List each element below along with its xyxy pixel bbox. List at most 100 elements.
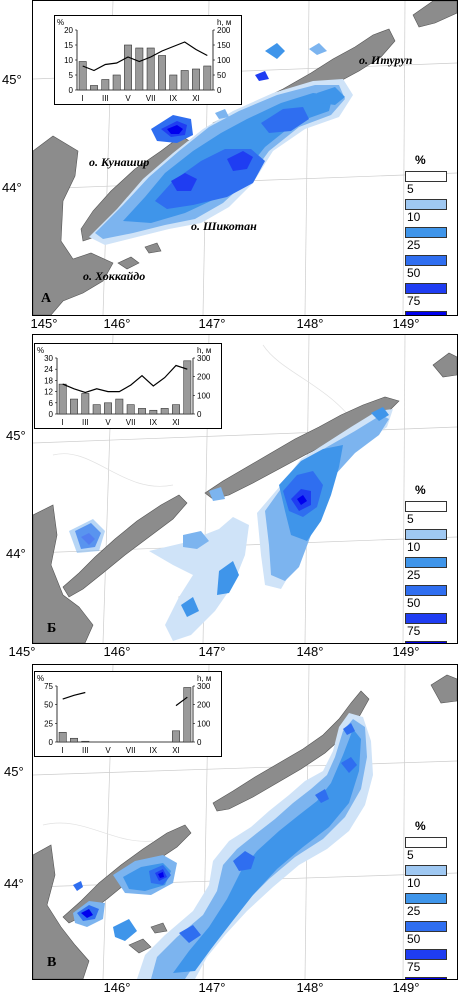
legend-c: % 5 10 25 50 75 <box>405 819 447 979</box>
inset-left-tick: 0 <box>49 738 54 747</box>
inset-bar-month-1 <box>58 731 67 743</box>
legend-swatch-2 <box>405 893 447 904</box>
legend-swatch-2 <box>405 557 447 568</box>
inset-left-tick: 12 <box>44 388 53 397</box>
lon-145-a: 145° <box>30 316 58 331</box>
legend-swatch-5 <box>405 641 447 643</box>
inset-left-tick: 15 <box>64 41 73 50</box>
legend-swatch-3 <box>405 921 447 932</box>
inset-month-label: IX <box>150 418 158 427</box>
inset-left-tick: 30 <box>44 354 53 363</box>
inset-bar-month-11 <box>172 730 180 743</box>
inset-bar-month-5 <box>104 402 112 415</box>
density-contours-b <box>69 407 393 641</box>
inset-left-tick: 20 <box>64 26 73 35</box>
inset-depth-line <box>62 691 188 707</box>
inset-bar-month-8 <box>138 408 146 415</box>
legend-unit: % <box>415 483 426 497</box>
lon-145-b: 145° <box>8 644 36 659</box>
inset-bar-month-11 <box>172 404 180 415</box>
density-contours-c <box>73 713 373 979</box>
inset-right-tick: 0 <box>197 410 202 419</box>
inset-bar-month-2 <box>70 737 78 743</box>
inset-bar-month-6 <box>135 47 144 91</box>
inset-right-tick: 0 <box>217 86 222 95</box>
inset-bar-month-4 <box>92 404 101 415</box>
inset-y-right-label: h, м <box>197 674 211 683</box>
inset-month-label: XI <box>172 418 180 427</box>
lon-146-a: 146° <box>103 316 131 331</box>
legend-level-10: 10 <box>407 210 421 224</box>
inset-left-tick: 5 <box>69 71 74 80</box>
legend-level-25: 25 <box>407 238 421 252</box>
legend-swatch-5 <box>405 977 447 979</box>
legend-level-25: 25 <box>407 904 421 918</box>
legend-swatch-1 <box>405 199 447 210</box>
inset-bar-month-8 <box>158 55 166 91</box>
lon-148-a: 148° <box>296 316 324 331</box>
inset-bar-month-3 <box>81 740 90 743</box>
inset-month-label: I <box>62 418 64 427</box>
inset-month-label: III <box>82 418 89 427</box>
inset-right-tick: 200 <box>197 701 211 710</box>
inset-right-tick: 0 <box>197 738 202 747</box>
legend-a: % 5 10 25 50 75 <box>405 153 447 315</box>
inset-bar-month-1 <box>58 383 67 415</box>
monthly-inset-c: % h, м 0 25 50 75 0 100 200 300 I III V VII IX XI <box>34 671 222 757</box>
inset-month-label: I <box>62 746 64 755</box>
lon-axis-a: 145° 146° 147° 148° 149° <box>0 316 460 334</box>
label-kunashir: о. Кунашир <box>89 155 150 169</box>
legend-level-10: 10 <box>407 876 421 890</box>
inset-bar-month-7 <box>126 404 135 415</box>
map-panel-b: % h, м 0 6 12 18 24 30 0 100 200 300 I III V VII IX XI % … <box>32 334 458 644</box>
legend-level-75: 75 <box>407 624 421 638</box>
inset-right-tick: 100 <box>197 391 211 400</box>
legend-swatch-0 <box>405 501 447 512</box>
inset-bar-month-9 <box>149 409 158 415</box>
legend-level-25: 25 <box>407 568 421 582</box>
inset-bar-month-7 <box>146 47 155 91</box>
monthly-inset-a: % h, м 0 5 10 15 20 0 50 100 150 200 I III V VII IX XI <box>54 15 242 105</box>
inset-y-left-label: % <box>37 674 44 683</box>
inset-y-left-label: % <box>37 346 44 355</box>
inset-bar-month-2 <box>90 85 98 91</box>
legend-swatch-0 <box>405 837 447 848</box>
inset-right-tick: 150 <box>217 41 231 50</box>
legend-level-50: 50 <box>407 596 421 610</box>
inset-left-tick: 25 <box>44 719 53 728</box>
legend-unit: % <box>415 153 426 167</box>
inset-left-tick: 0 <box>69 86 74 95</box>
inset-bar-month-12 <box>183 687 192 743</box>
legend-swatch-1 <box>405 529 447 540</box>
inset-month-label: I <box>82 94 84 103</box>
inset-bar-month-12 <box>183 360 192 415</box>
inset-right-tick: 100 <box>197 719 211 728</box>
legend-swatch-5 <box>405 311 447 315</box>
inset-bar-month-12 <box>203 65 212 91</box>
inset-month-label: VII <box>146 94 156 103</box>
urup-land <box>412 1 457 28</box>
inset-right-tick: 300 <box>197 682 211 691</box>
legend-swatch-1 <box>405 865 447 876</box>
lat-45-c: 45° <box>4 764 24 779</box>
panel-letter-a: А <box>41 291 52 306</box>
inset-bar-month-10 <box>180 70 189 91</box>
inset-month-label: XI <box>192 94 200 103</box>
inset-y-right-label: h, м <box>217 18 231 27</box>
inset-month-label: VII <box>126 746 136 755</box>
inset-left-tick: 50 <box>44 701 53 710</box>
lon-axis-c: 146° 147° 148° 149° <box>0 980 460 998</box>
label-shikotan: о. Шикотан <box>191 219 257 233</box>
legend-level-75: 75 <box>407 960 421 974</box>
legend-unit: % <box>415 819 426 833</box>
inset-bar-month-9 <box>169 74 178 91</box>
inset-bar-month-11 <box>192 68 200 91</box>
legend-swatch-3 <box>405 585 447 596</box>
inset-right-tick: 200 <box>217 26 231 35</box>
inset-y-right-label: h, м <box>197 346 211 355</box>
lon-147-b: 147° <box>198 644 226 659</box>
density-contours-a <box>89 43 353 245</box>
inset-month-label: IX <box>170 94 178 103</box>
